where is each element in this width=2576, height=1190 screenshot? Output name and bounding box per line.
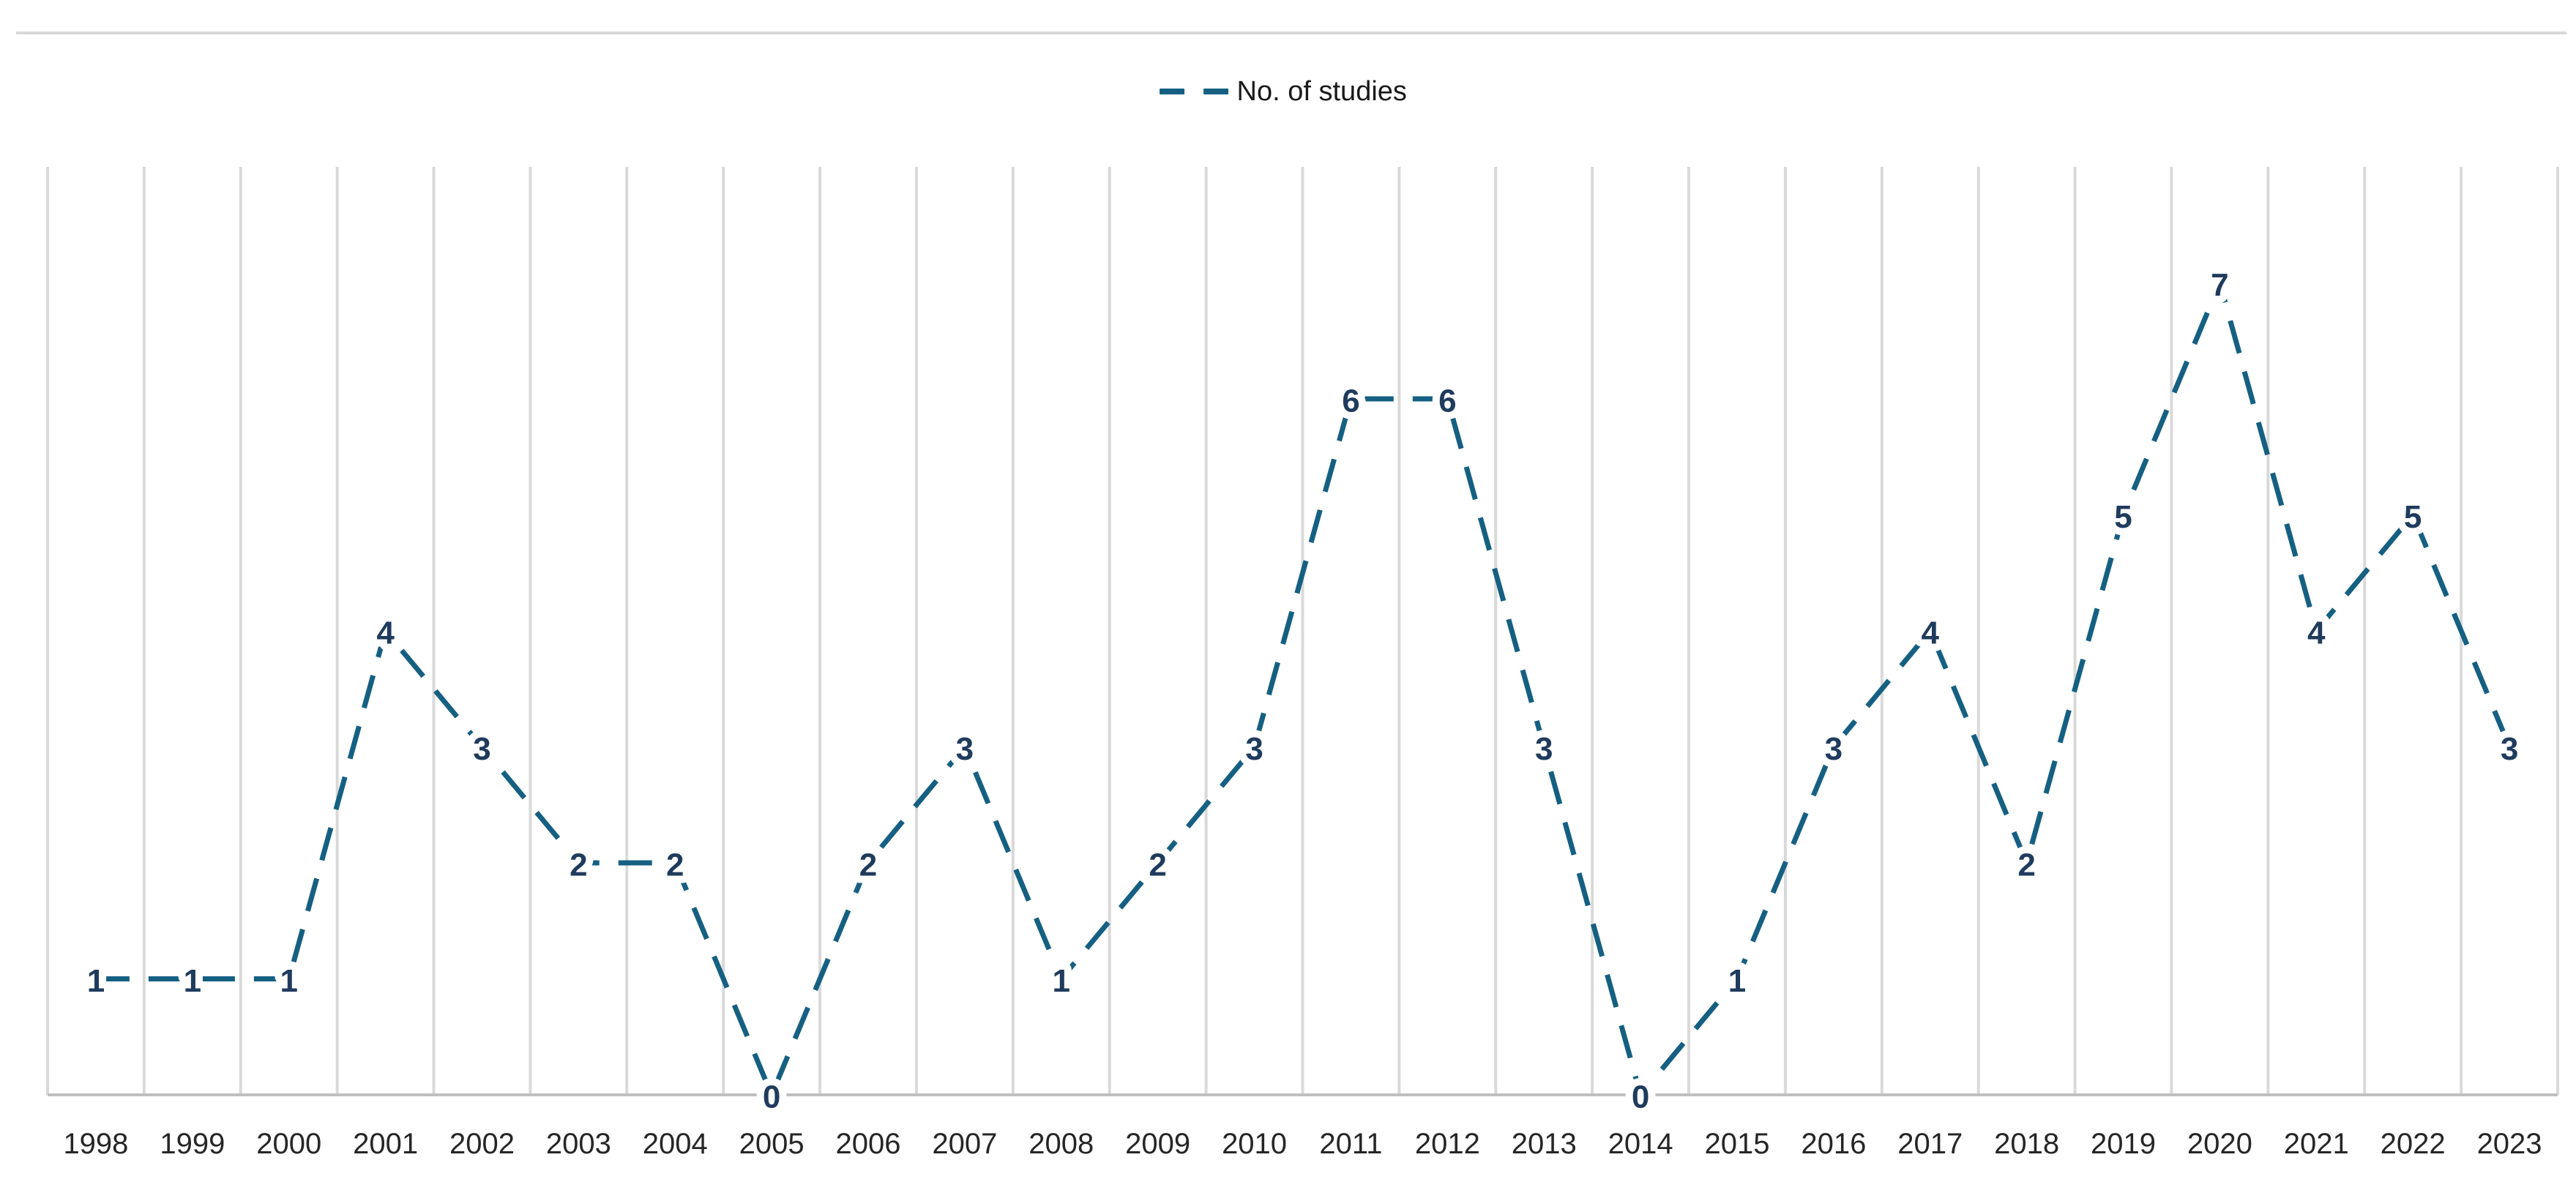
data-label: 2 [570,847,587,883]
data-label: 4 [2307,615,2326,651]
x-tick-label: 2011 [1319,1128,1382,1160]
x-tick-label: 2013 [1512,1128,1577,1160]
data-label: 1 [1053,963,1070,999]
data-label: 3 [1535,731,1553,767]
data-label: 1 [87,963,105,999]
legend[interactable]: No. of studies [1159,76,1407,107]
data-label: 2 [666,847,684,883]
data-label: 3 [473,731,490,767]
x-tick-label: 2015 [1704,1128,1769,1160]
x-tick-label: 2020 [2187,1128,2252,1160]
x-tick-label: 2008 [1028,1128,1094,1160]
data-label: 2 [859,847,877,883]
data-label: 3 [2501,731,2518,767]
legend-label: No. of studies [1236,76,1407,107]
x-tick-labels-group: 1998 1999 2000 2001 2002 2003 2004 2005 2006 2007… [63,1128,2542,1160]
x-tick-label: 2014 [1608,1128,1673,1160]
x-tick-label: 2006 [836,1128,901,1160]
data-label: 3 [956,731,974,767]
x-tick-label: 2019 [2091,1128,2156,1160]
data-label: 0 [1632,1079,1649,1115]
data-label: 3 [1825,731,1843,767]
x-tick-label: 2009 [1125,1128,1190,1160]
x-tick-label: 2002 [449,1128,515,1160]
series-line-group [95,280,2512,1098]
data-label: 5 [2404,499,2422,535]
x-tick-label: 2012 [1415,1128,1480,1160]
data-label: 5 [2114,499,2132,535]
x-tick-label: 2017 [1897,1128,1963,1160]
x-tick-label: 2001 [353,1128,418,1160]
data-label: 1 [184,963,201,999]
data-label: 7 [2211,267,2228,303]
x-tick-label: 2023 [2477,1128,2542,1160]
x-tick-label: 2005 [739,1128,804,1160]
data-label: 6 [1342,383,1359,419]
data-label: 2 [2017,847,2035,883]
data-label: 0 [763,1079,780,1115]
data-label: 4 [1922,615,1940,651]
x-tick-label: 1999 [160,1128,225,1160]
data-label: 1 [1728,963,1746,999]
x-tick-label: 2016 [1801,1128,1866,1160]
x-tick-label: 2010 [1222,1128,1287,1160]
gridlines-group [46,167,2559,1095]
data-label: 1 [280,963,297,999]
x-tick-label: 2022 [2381,1128,2446,1160]
x-tick-label: 2021 [2284,1128,2349,1160]
data-label: 3 [1245,731,1263,767]
x-tick-label: 2004 [643,1128,708,1160]
x-tick-label: 2007 [932,1128,997,1160]
chart-top-border [16,31,2566,34]
data-label: 2 [1149,847,1166,883]
data-label: 6 [1438,383,1456,419]
data-label: 4 [376,615,395,651]
x-tick-label: 2000 [256,1128,321,1160]
x-tick-label: 2018 [1994,1128,2059,1160]
legend-dash-icon [1203,89,1228,94]
series-line [95,280,2512,1098]
x-tick-label: 1998 [63,1128,128,1160]
x-tick-label: 2003 [546,1128,611,1160]
legend-dash-icon [1159,89,1184,94]
